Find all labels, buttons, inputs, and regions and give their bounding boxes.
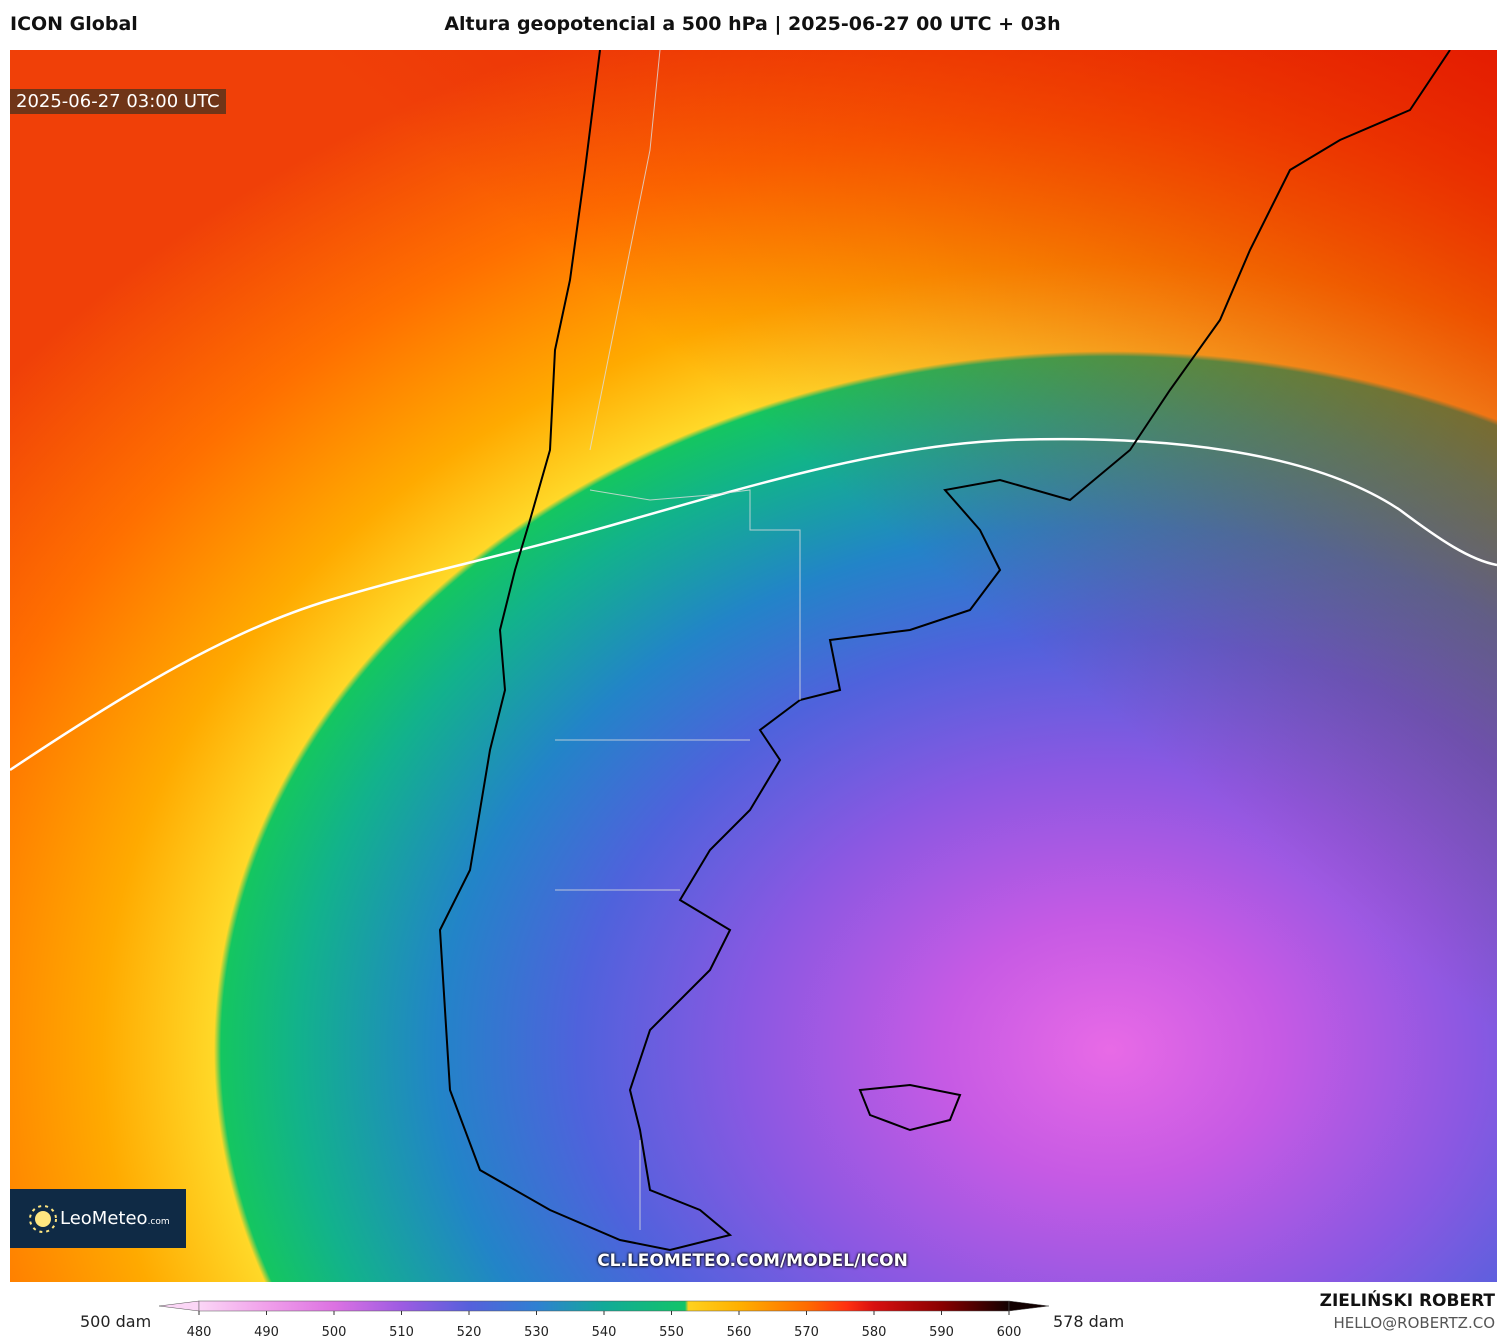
author: ZIELIŃSKI ROBERT (1319, 1291, 1495, 1311)
colorbar-tick-label: 530 (524, 1325, 549, 1339)
source-url: CL.LEOMETEO.COM/MODEL/ICON (597, 1251, 908, 1271)
colorbar-low-arrow (158, 1300, 200, 1312)
colorbar-tick-label: 490 (254, 1325, 279, 1339)
logo-text: LeoMeteo (60, 1208, 148, 1229)
valid-time: 2025-06-27 03:00 UTC (10, 89, 226, 114)
logo-suffix: .com (147, 1216, 170, 1227)
coastline (438, 50, 1451, 1252)
colorbar-tick-label: 480 (187, 1325, 212, 1339)
field-shade (10, 50, 1497, 1282)
colorbar-tick-label: 510 (389, 1325, 414, 1339)
colorbar-high-arrow (1008, 1300, 1050, 1312)
colorbar-min-label: 500 dam (80, 1312, 152, 1331)
map-title: Altura geopotencial a 500 hPa | 2025-06-… (444, 13, 1061, 35)
colorbar-tick-label: 500 (322, 1325, 347, 1339)
model-name: ICON Global (10, 13, 138, 35)
borders (555, 50, 801, 1230)
falkland-islands (858, 1083, 962, 1132)
logo: LeoMeteo .com (10, 1189, 186, 1248)
email: HELLO@ROBERTZ.CO (1333, 1314, 1495, 1332)
colorbar-tick-label: 560 (727, 1325, 752, 1339)
colorbar-tick-label: 520 (457, 1325, 482, 1339)
contour-line (10, 437, 1497, 772)
colorbar-tick-label: 580 (862, 1325, 887, 1339)
map (10, 50, 1497, 1282)
colorbar-tick-label: 540 (592, 1325, 617, 1339)
colorbar: 480 490 500 510 520 530 540 550 560 570 580 590 600 (158, 1300, 1050, 1339)
colorbar-tick-label: 600 (997, 1325, 1022, 1339)
colorbar-tick-label: 590 (929, 1325, 954, 1339)
colorbar-tick-label: 570 (794, 1325, 819, 1339)
colorbar-bar (198, 1300, 1010, 1312)
colorbar-max-label: 578 dam (1053, 1312, 1125, 1331)
colorbar-tick-label: 550 (659, 1325, 684, 1339)
logo-sun (29, 1204, 57, 1233)
